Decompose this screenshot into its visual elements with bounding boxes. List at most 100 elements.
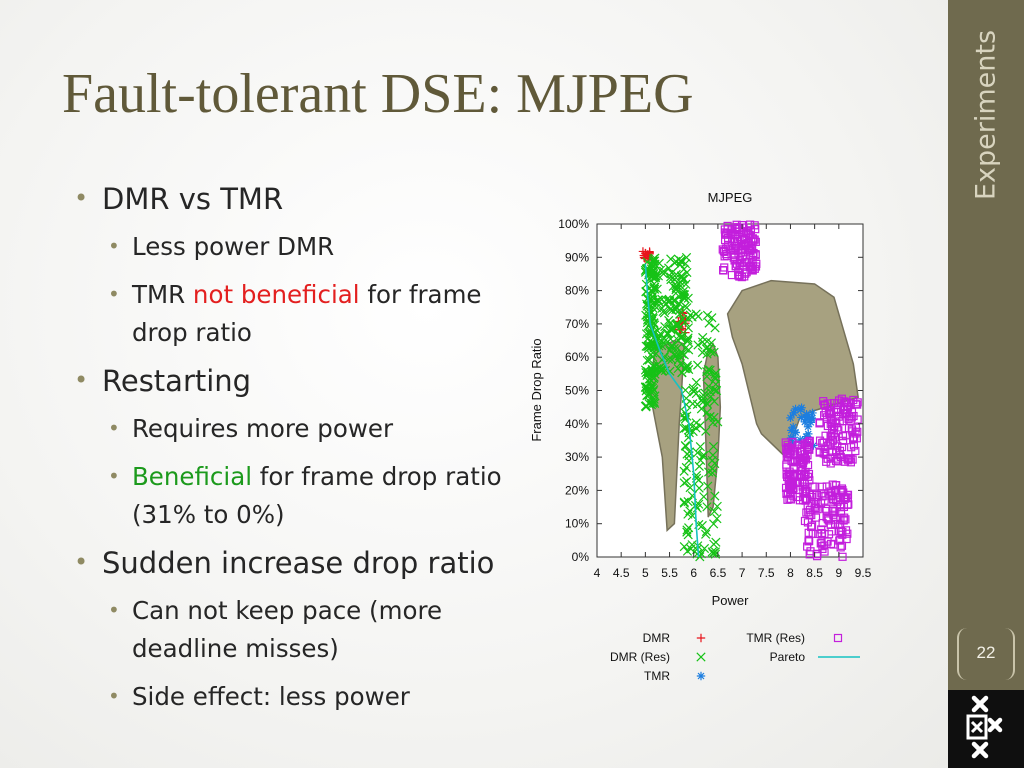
section-label-text: Experiments bbox=[970, 29, 1002, 201]
tmr-point bbox=[808, 408, 817, 418]
tmr-res-point bbox=[841, 515, 850, 524]
dmr-res-point bbox=[660, 321, 670, 332]
tmr-res-point bbox=[843, 494, 852, 503]
legend: DMR DMR (Res) TMR TMR (Res) Pareto bbox=[610, 631, 860, 683]
tmr-point bbox=[788, 422, 798, 432]
dmr-res-point bbox=[691, 377, 701, 388]
tmr-res-point bbox=[723, 221, 732, 231]
dmr-res-point bbox=[712, 514, 722, 524]
dmr-res-point bbox=[699, 492, 709, 502]
dmr-res-point bbox=[681, 364, 691, 374]
mjpeg-scatter-chart: MJPEG 4 4.5 5 5.5 6 6.5 7 7.5 8 8.5 9 9.5 0% 10% 20% 30… bbox=[529, 190, 872, 683]
dmr-res-point bbox=[687, 540, 697, 550]
dmr-res-point bbox=[697, 337, 708, 347]
dmr-res-point bbox=[703, 381, 714, 391]
tmr-res-point bbox=[834, 519, 843, 529]
dmr-res-point bbox=[701, 344, 711, 354]
tmr-res-point bbox=[844, 456, 853, 465]
tmr-res-point bbox=[821, 504, 830, 513]
dmr-res-point bbox=[696, 455, 706, 465]
tmr-res-point bbox=[786, 486, 795, 495]
sub-bullet-cannot-keep-pace: Can not keep pace (more deadline misses) bbox=[102, 591, 540, 668]
dmr-res-point bbox=[693, 360, 703, 370]
dmr-res-point bbox=[707, 313, 717, 323]
bullet-sudden-increase: Sudden increase drop ratio bbox=[70, 543, 540, 582]
dmr-res-point bbox=[652, 284, 662, 294]
tmr-res-point bbox=[818, 542, 827, 551]
dmr-res-point bbox=[682, 360, 692, 371]
tmr-point bbox=[807, 414, 816, 424]
tmr-res-point bbox=[842, 493, 851, 502]
dmr-res-point bbox=[709, 412, 719, 422]
dmr-res-point bbox=[698, 332, 708, 343]
sub-bullet-beneficial: Beneficial for frame drop ratio (31% to … bbox=[102, 457, 540, 534]
tmr-res-point bbox=[836, 543, 845, 552]
text-run: for frame drop ratio (31% to 0%) bbox=[132, 462, 502, 529]
dmr-res-point bbox=[646, 367, 656, 378]
dmr-res-point bbox=[654, 297, 664, 307]
dmr-res-point bbox=[665, 318, 675, 329]
dmr-res-point bbox=[656, 364, 666, 374]
x-tick-label: 5 bbox=[642, 566, 649, 580]
university-logo-icon bbox=[966, 695, 1003, 759]
dmr-res-point bbox=[685, 483, 695, 493]
tmr-res-point bbox=[789, 463, 799, 472]
tmr-res-point bbox=[851, 446, 860, 456]
tmr-res-point bbox=[845, 411, 854, 421]
tmr-res-point bbox=[723, 241, 733, 250]
dmr-res-point bbox=[709, 519, 719, 529]
dmr-res-point bbox=[653, 295, 663, 305]
y-tick-label: 10% bbox=[565, 517, 589, 531]
tmr-res-point bbox=[820, 401, 830, 410]
tmr-point bbox=[786, 413, 795, 423]
tmr-res-point bbox=[784, 443, 794, 452]
y-tick-label: 30% bbox=[565, 450, 589, 464]
legend-label: Pareto bbox=[770, 650, 806, 664]
tmr-res-point bbox=[803, 542, 812, 551]
sub-bullet-less-power: Less power DMR bbox=[102, 227, 540, 266]
axis-layer: 4 4.5 5 5.5 6 6.5 7 7.5 8 8.5 9 9.5 0% 10% 20% 30% 40% 50… bbox=[558, 217, 871, 580]
tmr-point bbox=[797, 413, 806, 422]
dmr-res-point bbox=[702, 398, 712, 408]
dmr-res-point bbox=[694, 475, 704, 485]
x-axis-label: Power bbox=[712, 593, 750, 608]
dmr-res-point bbox=[710, 369, 720, 379]
dmr-res-point bbox=[681, 462, 691, 473]
tmr-point bbox=[802, 410, 811, 419]
tmr-point bbox=[791, 404, 800, 414]
tmr-point bbox=[795, 435, 805, 445]
tmr-res-point bbox=[833, 454, 842, 463]
dmr-res-point bbox=[646, 400, 657, 410]
dmr-res-point bbox=[653, 271, 664, 281]
y-tick-label: 80% bbox=[565, 284, 589, 298]
dmr-res-point bbox=[683, 323, 693, 333]
dmr-res-point bbox=[674, 320, 684, 330]
tmr-point bbox=[789, 408, 799, 418]
dmr-res-point bbox=[699, 543, 710, 554]
dmr-res-point bbox=[666, 272, 676, 282]
tmr-res-point bbox=[820, 529, 829, 538]
dmr-res-point bbox=[671, 350, 682, 361]
dmr-res-point bbox=[692, 448, 703, 458]
tmr-res-point bbox=[737, 273, 746, 282]
tmr-res-point bbox=[849, 441, 858, 450]
tmr-res-point bbox=[805, 550, 814, 559]
tmr-res-point bbox=[849, 435, 858, 444]
dmr-res-point bbox=[676, 333, 686, 343]
dmr-res-point bbox=[676, 271, 687, 281]
dmr-res-point bbox=[710, 491, 720, 501]
dmr-res-point bbox=[682, 546, 693, 556]
tmr-res-point bbox=[820, 400, 829, 409]
tmr-point bbox=[797, 403, 806, 412]
tmr-point bbox=[788, 439, 797, 448]
x-tick-label: 7 bbox=[739, 566, 746, 580]
y-tick-label: 40% bbox=[565, 417, 589, 431]
y-tick-label: 100% bbox=[558, 217, 589, 231]
tmr-res-point bbox=[722, 230, 731, 239]
tmr-res-point bbox=[829, 510, 838, 519]
series-dmr-res bbox=[640, 252, 723, 562]
tmr-res-point bbox=[853, 427, 862, 436]
tmr-res-point bbox=[797, 457, 807, 467]
dmr-res-point bbox=[682, 476, 692, 486]
dmr-res-point bbox=[671, 320, 681, 330]
